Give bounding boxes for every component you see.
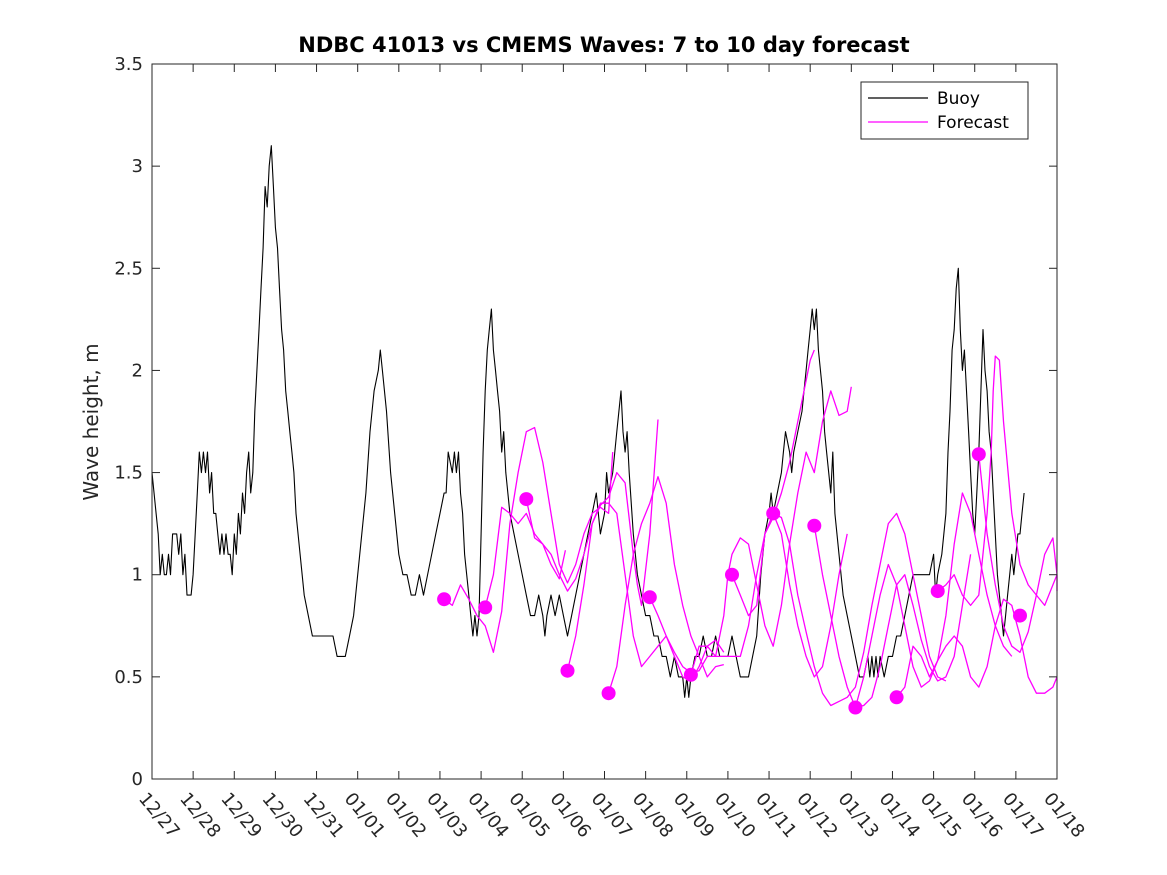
forecast-run-8 [731,512,848,678]
forecast-marker-15 [1013,608,1027,623]
forecast-run-5 [607,476,724,694]
forecast-marker-6 [642,590,657,605]
forecast-run-6 [649,349,815,674]
forecast-marker-1 [437,592,452,607]
legend: Buoy Forecast [860,81,1029,140]
forecast-marker-7 [683,667,698,682]
buoy-line [151,145,1025,698]
forecast-marker-12 [889,690,904,705]
forecast-run-7 [690,386,852,675]
forecast-run-10 [813,525,972,709]
y-tick-label: 0 [132,769,143,790]
forecast-marker-10 [807,518,822,533]
forecast-markers [437,447,1027,715]
y-tick-label: 3.5 [114,54,143,75]
forecast-marker-5 [601,686,616,701]
forecast-marker-2 [478,600,493,615]
forecast-marker-3 [519,492,534,507]
forecast-run-14 [978,454,1058,653]
plot-area: 00.511.522.533.5 12/2712/2812/2912/3012/… [114,54,1088,842]
forecast-run-4 [566,502,725,682]
forecast-marker-9 [766,506,781,521]
forecast-marker-8 [725,567,739,582]
forecast-run-2 [484,419,659,608]
buoy-series [151,145,1025,698]
forecast-marker-11 [848,700,863,715]
y-tick-label: 2.5 [114,258,143,279]
forecast-run-11 [854,492,1013,708]
forecast-marker-14 [971,447,986,462]
y-tick-label: 3 [132,156,143,177]
forecast-marker-13 [930,584,945,599]
y-tick-label: 2 [132,360,143,381]
y-axis-ticks: 0 0.5 1 1.5 2 2.5 3 3.5 [114,54,1057,790]
forecast-run-3 [525,498,567,580]
legend-box [860,81,1029,140]
y-tick-label: 1 [132,565,143,586]
legend-forecast-label: Forecast [937,113,1009,133]
forecast-marker-4 [560,663,575,678]
legend-buoy-label: Buoy [937,89,980,109]
y-axis-label: Wave height, m [79,343,103,500]
forecast-run-1 [443,426,614,653]
forecast-series [443,349,1058,709]
chart-title: NDBC 41013 vs CMEMS Waves: 7 to 10 day f… [298,33,909,57]
y-tick-label: 0.5 [114,667,143,688]
forecast-run-9 [772,512,947,707]
axes-background [152,64,1057,779]
forecast-run-12 [896,598,1058,698]
y-tick-label: 1.5 [114,463,143,484]
